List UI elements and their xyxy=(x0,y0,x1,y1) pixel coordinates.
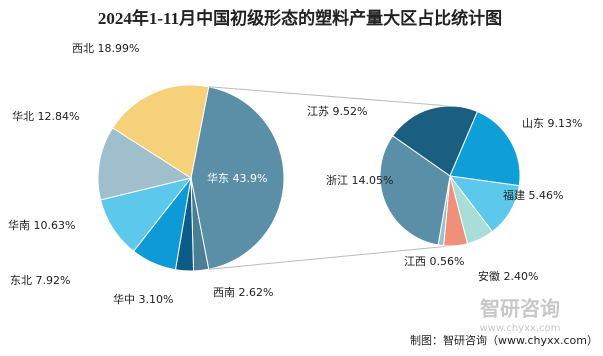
chart-title: 2024年1-11月中国初级形态的塑料产量大区占比统计图 xyxy=(98,8,502,28)
slice-label-category: 安徽 xyxy=(478,269,500,283)
slice-label-category: 华北 xyxy=(12,109,34,123)
slice-label-value: 9.13% xyxy=(548,117,583,130)
slice-label-category: 东北 xyxy=(10,274,32,287)
slice-label-category: 华南 xyxy=(8,218,30,232)
slice-label-value: 14.05% xyxy=(352,174,394,187)
slice-label: 华北 12.84% xyxy=(12,109,79,123)
slice-label-value: 43.9% xyxy=(233,172,268,185)
slice-label: 江苏 9.52% xyxy=(307,105,367,118)
slice-label: 华南 10.63% xyxy=(8,218,75,232)
slice-label-category: 西北 xyxy=(72,42,94,55)
pie-slice xyxy=(97,127,193,201)
slice-label: 安徽 2.40% xyxy=(478,269,538,283)
slice-label-value: 12.84% xyxy=(38,110,80,123)
slice-label-value: 10.63% xyxy=(34,219,76,232)
slice-label-category: 福建 xyxy=(503,188,525,202)
slice-label-category: 西南 xyxy=(213,286,235,299)
slice-label-category: 山东 xyxy=(522,117,544,130)
slice-label: 东北 7.92% xyxy=(10,274,70,287)
slice-label-value: 2.62% xyxy=(239,286,274,299)
slice-label-value: 0.56% xyxy=(430,255,465,268)
slice-label-value: 7.92% xyxy=(36,274,71,287)
slice-label: 浙江 14.05% xyxy=(326,174,393,187)
slice-label: 福建 5.46% xyxy=(503,188,563,202)
pie-slice xyxy=(111,84,210,179)
slice-label-value: 18.99% xyxy=(98,42,140,55)
slice-label-category: 浙江 xyxy=(326,174,348,187)
pie-slice xyxy=(190,86,285,270)
slice-label-value: 5.46% xyxy=(529,189,564,202)
slice-label-value: 3.10% xyxy=(139,293,174,306)
slice-label: 西南 2.62% xyxy=(213,286,273,299)
slice-label-category: 江苏 xyxy=(307,105,329,118)
slice-label: 西北 18.99% xyxy=(72,42,139,55)
slice-label-value: 9.52% xyxy=(333,105,368,118)
connector-line xyxy=(208,86,451,107)
slice-label-value: 2.40% xyxy=(504,270,539,283)
pie-slice xyxy=(379,135,451,246)
watermark-url: www.chyxx.com xyxy=(480,323,561,334)
slice-label: 山东 9.13% xyxy=(522,117,582,130)
slice-label: 江西 0.56% xyxy=(404,255,464,268)
source: 制图：智研咨询（www.chyxx.com） xyxy=(410,333,598,347)
slice-label: 华中 3.10% xyxy=(113,292,173,306)
slice-label-category: 江西 xyxy=(404,255,426,268)
connector-line xyxy=(208,245,451,270)
watermark: 智研咨询 xyxy=(480,297,560,321)
slice-label-category: 华东 xyxy=(207,171,229,185)
pie-slice xyxy=(449,110,521,187)
slice-label: 华东 43.9% xyxy=(207,171,267,185)
pie-slice xyxy=(391,105,479,177)
slice-label-category: 华中 xyxy=(113,292,135,306)
